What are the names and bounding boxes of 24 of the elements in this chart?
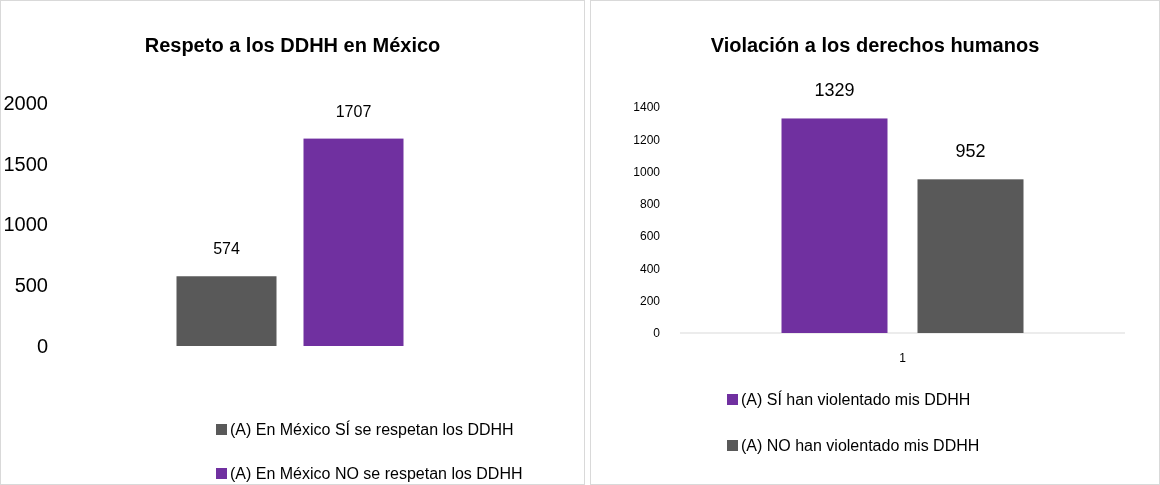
legend-label: (A) SÍ han violentado mis DDHH [741,390,971,408]
y-tick-label: 400 [639,261,661,276]
y-tick-label: 1200 [633,132,661,147]
data-label: 574 [213,240,240,258]
data-label: 952 [955,141,986,162]
y-tick-label: 1000 [3,213,48,236]
y-tick-label: 0 [36,334,48,357]
y-tick-label: 200 [639,294,661,309]
chart-title: Respeto a los DDHH en México [144,34,441,56]
data-label: 1707 [335,102,372,120]
y-tick-label: 600 [639,229,661,244]
y-tick-label: 1000 [633,164,661,179]
y-tick-label: 2000 [3,91,48,114]
y-tick-label: 0 [653,326,661,341]
data-label: 1329 [814,80,855,101]
legend-label: (A) En México NO se respetan los DDHH [230,465,523,482]
y-tick-label: 800 [639,197,661,212]
x-tick-label: 1 [899,350,907,365]
y-tick-label: 1400 [633,100,661,115]
y-tick-label: 500 [14,274,48,297]
chart-title: Violación a los derechos humanos [710,34,1040,56]
legend-label: (A) En México SÍ se respetan los DDHH [230,420,514,438]
y-tick-label: 1500 [3,152,48,175]
legend-label: (A) NO han violentado mis DDHH [741,437,980,454]
